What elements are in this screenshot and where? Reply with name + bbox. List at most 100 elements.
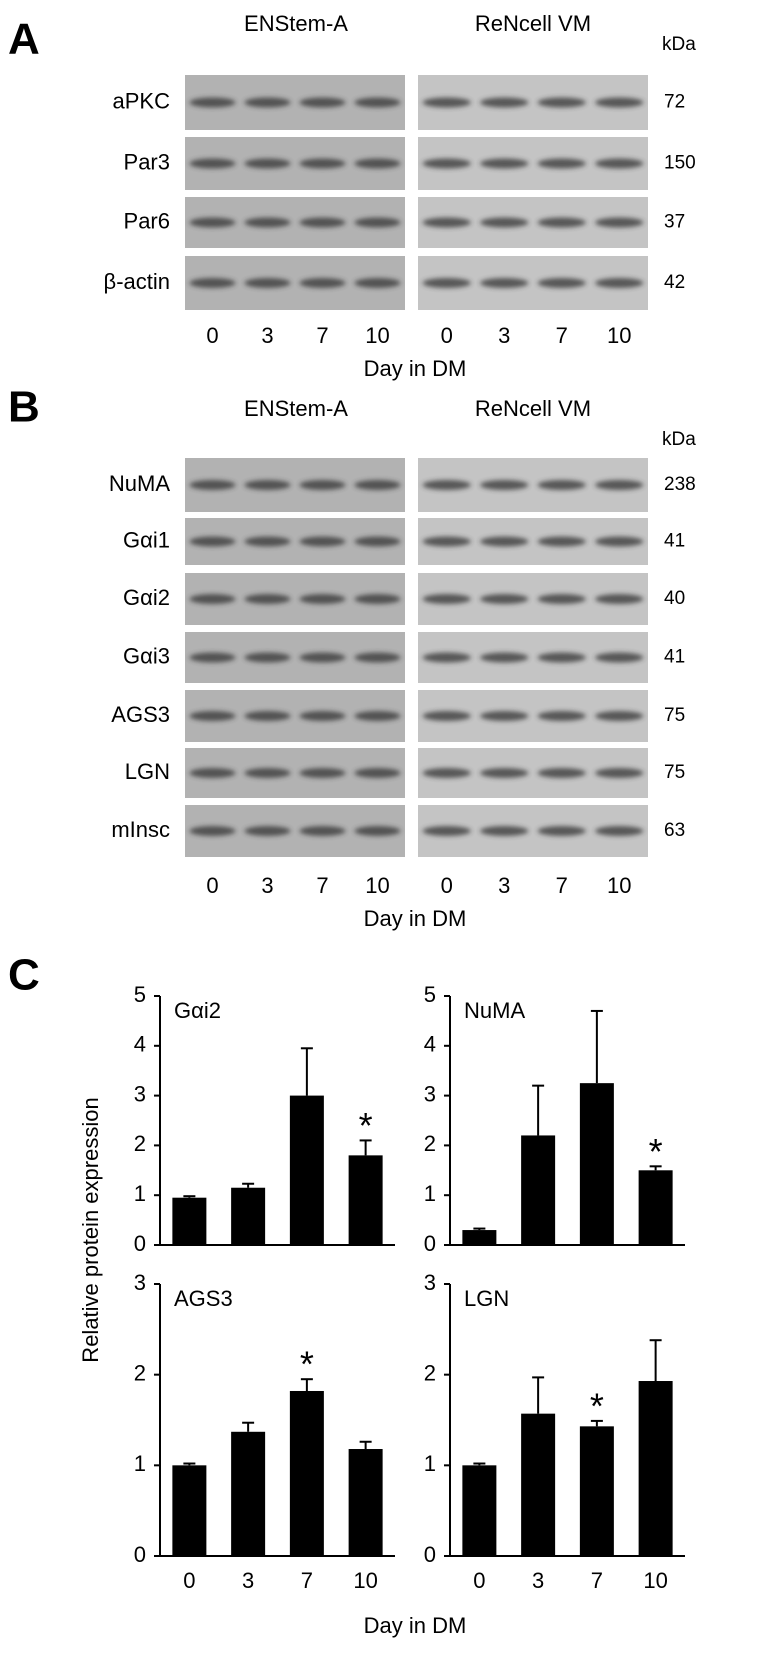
band (480, 158, 529, 169)
band (299, 652, 346, 663)
y-tick-label: 3 (424, 1270, 436, 1295)
band (537, 826, 586, 836)
bar (172, 1197, 207, 1245)
band (189, 826, 236, 836)
band (537, 594, 586, 604)
kda-value: 75 (664, 762, 685, 783)
band (480, 826, 529, 836)
significance-marker: * (300, 1344, 314, 1385)
band (354, 278, 401, 288)
row-label: Par3 (124, 149, 170, 174)
blot-heading: ENStem-A (244, 11, 348, 36)
band (244, 536, 291, 547)
band (244, 278, 291, 288)
bar (462, 1465, 497, 1556)
band (480, 594, 529, 604)
x-axis-label: Day in DM (364, 356, 467, 381)
band (299, 97, 346, 108)
y-tick-label: 4 (424, 1032, 436, 1057)
kda-value: 72 (664, 92, 685, 113)
band (244, 97, 291, 108)
band (189, 768, 236, 778)
lane-label: 3 (498, 323, 510, 348)
kda-value: 238 (664, 474, 696, 495)
y-axis-label: Relative protein expression (78, 1097, 103, 1362)
y-tick-label: 3 (134, 1081, 146, 1106)
blot-heading: ENStem-A (244, 396, 348, 421)
kda-value: 37 (664, 212, 685, 233)
lane-label: 10 (365, 873, 389, 898)
band (480, 278, 529, 288)
panel-label: C (8, 951, 40, 1000)
lane-label: 7 (316, 323, 328, 348)
lane-label: 0 (206, 873, 218, 898)
band (595, 158, 644, 169)
bar (289, 1390, 324, 1556)
row-label: Gαi1 (123, 527, 170, 552)
bar (521, 1135, 556, 1245)
band (189, 711, 236, 721)
band (422, 278, 471, 288)
significance-marker: * (590, 1385, 604, 1426)
band (537, 278, 586, 288)
band (354, 536, 401, 547)
band (354, 158, 401, 169)
row-label: Gαi3 (123, 643, 170, 668)
band (480, 217, 529, 228)
row-label: β-actin (104, 269, 170, 294)
lane-label: 3 (261, 873, 273, 898)
chart-title: LGN (464, 1286, 509, 1311)
lane-label: 7 (316, 873, 328, 898)
x-tick-label: 7 (301, 1568, 313, 1593)
band (299, 158, 346, 169)
band (189, 97, 236, 108)
lane-label: 7 (556, 323, 568, 348)
y-tick-label: 1 (134, 1181, 146, 1206)
y-tick-label: 1 (134, 1451, 146, 1476)
kda-value: 40 (664, 588, 685, 609)
lane-label: 10 (607, 873, 631, 898)
y-tick-label: 3 (424, 1081, 436, 1106)
band (595, 217, 644, 228)
band (299, 217, 346, 228)
row-label: AGS3 (111, 702, 170, 727)
band (422, 97, 471, 108)
band (480, 536, 529, 547)
band (537, 652, 586, 663)
band (422, 768, 471, 778)
lane-label: 0 (441, 323, 453, 348)
band (422, 826, 471, 836)
band (537, 480, 586, 490)
y-tick-label: 3 (134, 1270, 146, 1295)
y-tick-label: 5 (134, 982, 146, 1007)
bar (231, 1187, 266, 1245)
row-label: LGN (125, 759, 170, 784)
band (422, 652, 471, 663)
band (189, 217, 236, 228)
band (189, 652, 236, 663)
bar (231, 1431, 266, 1556)
band (595, 768, 644, 778)
band (537, 768, 586, 778)
band (422, 217, 471, 228)
significance-marker: * (649, 1131, 663, 1172)
kda-value: 63 (664, 820, 685, 841)
band (299, 768, 346, 778)
band (244, 158, 291, 169)
band (354, 594, 401, 604)
band (189, 480, 236, 490)
x-tick-label: 10 (643, 1568, 667, 1593)
row-label: mInsc (111, 817, 170, 842)
significance-marker: * (359, 1105, 373, 1146)
kda-label: kDa (662, 34, 696, 55)
y-tick-label: 5 (424, 982, 436, 1007)
chart-title: NuMA (464, 998, 525, 1023)
band (480, 97, 529, 108)
bar (638, 1381, 673, 1556)
band (354, 768, 401, 778)
band (244, 826, 291, 836)
y-tick-label: 0 (424, 1231, 436, 1256)
lane-label: 0 (441, 873, 453, 898)
kda-value: 41 (664, 647, 685, 668)
bar (172, 1465, 207, 1556)
